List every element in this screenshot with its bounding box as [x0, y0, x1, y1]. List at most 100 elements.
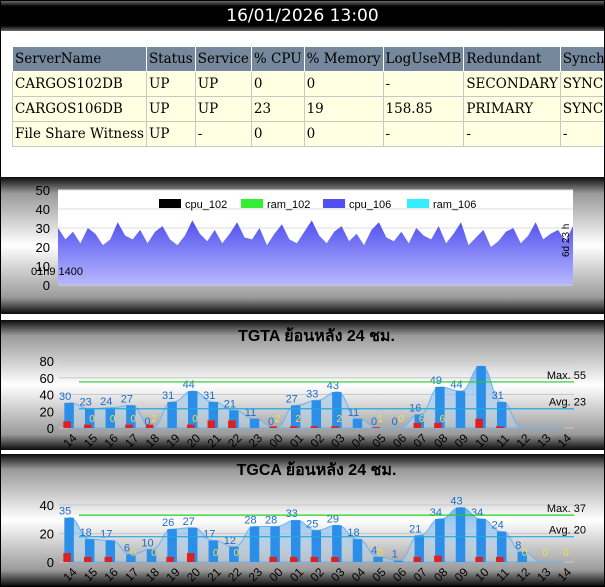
x-end-label: 6d 23 h [561, 224, 572, 257]
bar [332, 391, 342, 428]
table-cell: UP [145, 96, 196, 122]
data-label: 0 [130, 548, 136, 559]
bar [435, 386, 445, 428]
y-tick-label: 20 [40, 404, 54, 419]
x-tick-label: 14 [60, 565, 80, 585]
x-tick-label: 14 [60, 431, 80, 450]
bar [126, 554, 136, 562]
data-label: 11 [245, 407, 256, 419]
column-header: Status [145, 46, 196, 72]
bar [84, 408, 95, 428]
x-tick-label: 12 [514, 565, 534, 585]
data-label: 1 [392, 549, 398, 561]
table-row: CARGOS102DB UP UP 0 0 - SECONDARY SYNCHR… [12, 71, 604, 97]
table-cell: SYNCHRONIZED [559, 71, 604, 97]
tgta-chart: TGTA ย้อนหลัง 24 ชม.80604020030142301524… [40, 327, 586, 450]
data-label: 27 [183, 516, 195, 528]
series-area-cpu_106 [58, 220, 573, 285]
legend-swatch [407, 199, 429, 208]
bar-secondary [63, 421, 71, 428]
x-tick-label: 19 [163, 431, 183, 450]
column-header: % CPU [250, 46, 305, 72]
x-tick-label: 01 [287, 565, 307, 585]
table-cell: - [559, 121, 604, 147]
data-label: 4 [371, 545, 377, 557]
x-tick-label: 18 [143, 565, 163, 585]
x-tick-label: 15 [81, 431, 101, 450]
x-tick-label: 21 [205, 431, 225, 450]
data-label: 34 [430, 507, 442, 519]
bar [476, 518, 486, 562]
column-header: ServerName [12, 46, 147, 72]
data-label: 0 [89, 414, 95, 425]
x-tick-label: 11 [493, 431, 512, 450]
y-tick-label: 0 [43, 278, 50, 293]
x-tick-label: 10 [472, 565, 492, 585]
table-cell: SECONDARY [463, 71, 561, 97]
data-label: 0 [522, 548, 528, 559]
bar [352, 539, 363, 562]
data-label: 0 [542, 548, 548, 559]
data-label: 2 [151, 414, 157, 425]
bar-secondary [475, 556, 483, 562]
data-label: 2 [336, 414, 342, 425]
data-label: 0 [130, 414, 136, 425]
bar [270, 526, 280, 562]
table-cell: 0 [250, 71, 305, 97]
data-label: 27 [286, 393, 298, 405]
bar-secondary [372, 427, 380, 428]
x-tick-label: 13 [534, 565, 554, 585]
bar-secondary [475, 418, 483, 428]
data-label: 49 [430, 375, 442, 387]
bar [455, 391, 466, 428]
bar-secondary [331, 556, 339, 562]
x-tick-label: 14 [555, 431, 575, 450]
y-tick-label: 30 [36, 221, 50, 236]
table-cell: - [382, 71, 465, 97]
x-tick-label: 02 [308, 565, 328, 585]
table-cell: UP [145, 121, 196, 147]
data-label: 28 [244, 515, 256, 527]
bar [105, 407, 116, 428]
bar-secondary [83, 424, 92, 428]
x-tick-label: 13 [534, 431, 554, 450]
bar [167, 529, 177, 562]
x-tick-label: 03 [328, 565, 348, 585]
data-label: 17 [100, 528, 112, 540]
data-label: 44 [183, 379, 195, 391]
x-tick-label: 09 [452, 431, 472, 450]
bar [290, 405, 301, 428]
data-label: 35 [59, 506, 71, 518]
x-tick-label: 21 [205, 565, 225, 585]
bar [167, 402, 177, 428]
y-tick-label: 0 [47, 421, 54, 436]
y-tick-label: 20 [36, 240, 50, 255]
bar [517, 551, 528, 562]
bar [476, 366, 486, 428]
data-label: 33 [286, 508, 298, 520]
bar-secondary [166, 556, 174, 562]
data-label: 2 [295, 414, 301, 425]
data-label: 44 [450, 379, 462, 391]
bar [249, 418, 260, 428]
data-label: 10 [141, 537, 153, 549]
y-tick-label: 40 [40, 388, 54, 403]
x-tick-label: 20 [184, 565, 204, 585]
data-label: 0 [398, 414, 404, 425]
bar-secondary [331, 426, 339, 428]
data-label: 24 [100, 396, 112, 408]
x-start-label: 01h9 1400 [31, 266, 83, 278]
data-label: 43 [450, 496, 462, 508]
data-label: 0 [144, 416, 150, 428]
resource-usage-chart: 50 40 30 20 10 0 cpu_102 ram_102 cpu_106 ram_106 0… [31, 183, 573, 293]
bar [64, 517, 74, 562]
data-label: 0 [378, 548, 384, 559]
table-cell: UP [194, 96, 252, 122]
bar [229, 410, 239, 428]
table-cell: 0 [250, 121, 305, 147]
bar [496, 402, 507, 428]
bar [249, 526, 260, 562]
max-label: Max. 55 [547, 370, 586, 382]
